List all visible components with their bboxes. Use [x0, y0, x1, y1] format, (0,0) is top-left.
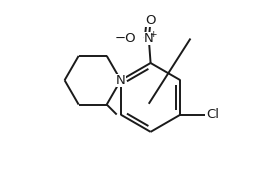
Text: Cl: Cl [206, 108, 219, 121]
Text: O: O [145, 14, 156, 27]
Text: N: N [144, 32, 154, 45]
Text: N: N [116, 74, 126, 87]
Text: −O: −O [115, 32, 136, 45]
Text: +: + [149, 29, 156, 38]
